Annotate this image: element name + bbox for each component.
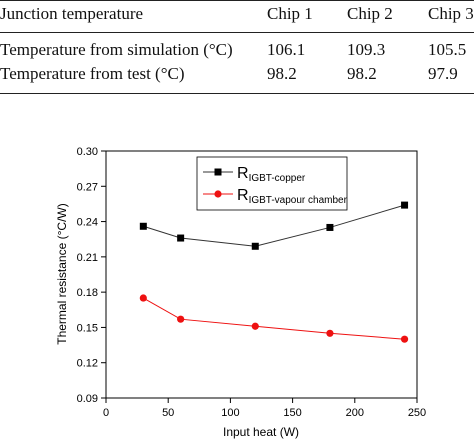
- table-row-test-chip2: 98.2: [347, 64, 377, 83]
- legend-label-copper: RIGBT-copper: [237, 165, 306, 184]
- series-0-point: [139, 222, 147, 230]
- legend-label-vapour-main: R: [237, 187, 249, 204]
- axis-ticks: 0 50 100 150 200 250 0.09 0.12 0.15 0.18 0.21 0.24 0…: [77, 146, 427, 419]
- y-tick-label: 0.18: [77, 287, 98, 299]
- y-tick-label: 0.27: [77, 181, 98, 193]
- legend: RIGBT-copper RIGBT-vapour chamber: [196, 156, 348, 211]
- table-bottom-rule: [0, 93, 474, 94]
- table-header-chip1: Chip 1: [267, 4, 313, 23]
- series-0-point: [326, 223, 334, 231]
- table-row-sim-chip1: 106.1: [267, 40, 306, 59]
- table-top-rule: [0, 0, 474, 1]
- x-tick-label: 0: [103, 407, 109, 419]
- table-row-sim-chip3: 105.5: [428, 40, 467, 59]
- table-header-chip2: Chip 2: [347, 4, 393, 23]
- series-1-point: [139, 294, 147, 302]
- table-row-test-chip1: 98.2: [267, 64, 297, 83]
- plot-frame: [105, 150, 418, 399]
- series-1-point: [177, 315, 185, 323]
- x-tick-label: 50: [162, 407, 174, 419]
- y-tick-label: 0.09: [77, 393, 98, 405]
- table-row-test-label: Temperature from test (°C): [0, 64, 185, 83]
- x-tick-label: 250: [408, 407, 426, 419]
- series-1-point: [326, 329, 334, 337]
- y-tick-label: 0.21: [77, 252, 98, 264]
- y-tick-label: 0.12: [77, 358, 98, 370]
- table-row-sim-label: Temperature from simulation (°C): [0, 40, 233, 59]
- series-0-point: [177, 234, 185, 242]
- y-tick-label: 0.24: [77, 217, 98, 229]
- series-1-point: [400, 335, 409, 343]
- legend-label-vapour: RIGBT-vapour chamber: [237, 187, 348, 206]
- legend-marker-vapour: [214, 190, 222, 198]
- x-tick-label: 100: [221, 407, 239, 419]
- legend-box: [196, 156, 348, 211]
- y-tick-label: 0.15: [77, 322, 98, 334]
- thermal-resistance-chart: 0 50 100 150 200 250 0.09 0.12 0.15 0.18 0.21 0.24 0…: [55, 146, 427, 439]
- x-tick-label: 200: [346, 407, 364, 419]
- table-row-test-chip3: 97.9: [428, 64, 458, 83]
- y-tick-label: 0.30: [77, 146, 98, 158]
- y-axis-label: Thermal resistance (°C/W): [55, 203, 69, 345]
- series-0-point: [251, 242, 259, 250]
- table-row-sim-chip2: 109.3: [347, 40, 386, 59]
- legend-label-vapour-sub: IGBT-vapour chamber: [249, 195, 348, 206]
- legend-label-copper-sub: IGBT-copper: [249, 173, 306, 184]
- x-tick-label: 150: [283, 407, 301, 419]
- legend-marker-copper: [214, 168, 222, 176]
- series-1-point: [251, 322, 259, 330]
- table-header-label: Junction temperature: [0, 4, 144, 23]
- table-header-rule: [0, 32, 474, 33]
- table-header-chip3: Chip 3: [428, 4, 474, 23]
- series-0-point: [401, 201, 409, 209]
- x-axis-label: Input heat (W): [223, 425, 299, 439]
- legend-label-copper-main: R: [237, 165, 249, 182]
- series-markers: [139, 201, 409, 343]
- data-table: Junction temperature Chip 1 Chip 2 Chip …: [0, 0, 474, 96]
